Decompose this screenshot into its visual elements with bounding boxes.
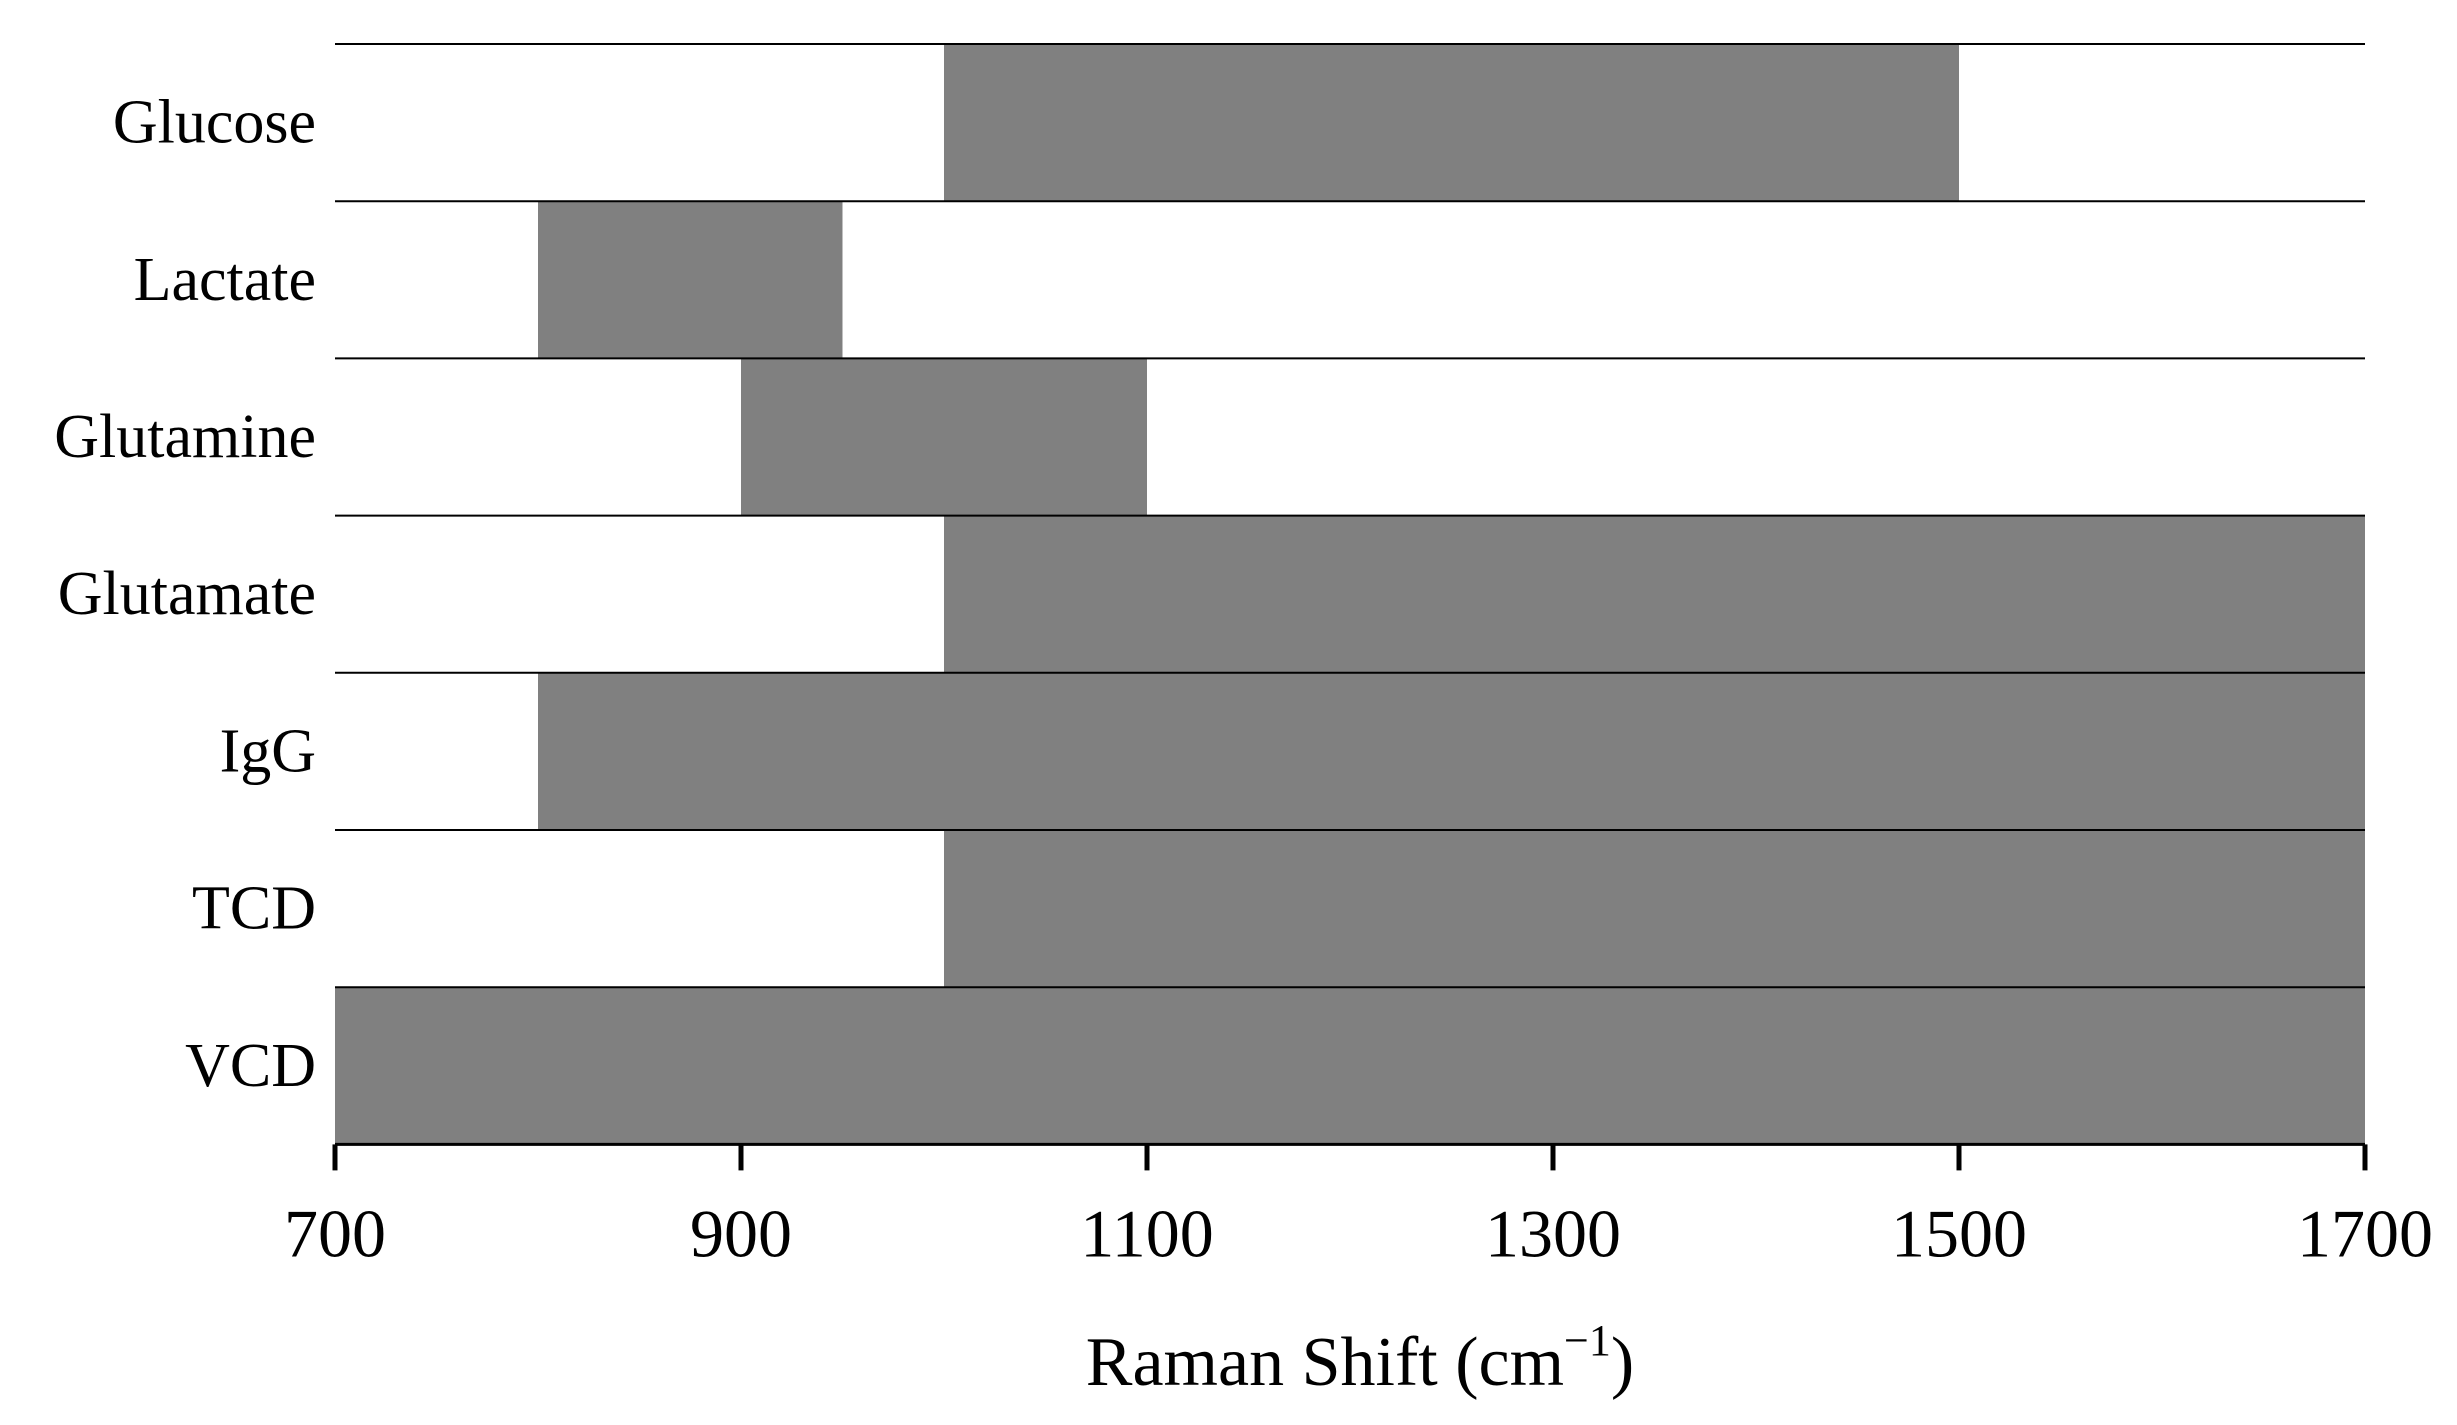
range-bar-glutamine — [741, 358, 1147, 516]
x-tick-label: 1500 — [1891, 1195, 2027, 1271]
range-bar-vcd — [335, 987, 2365, 1145]
x-axis: 700 900 1100 1300 1500 1700 — [284, 1144, 2433, 1271]
range-bar-glutamate — [944, 515, 2365, 673]
x-tick-label: 1700 — [2297, 1195, 2433, 1271]
category-label-vcd: VCD — [185, 1032, 316, 1100]
range-bar-igg — [538, 672, 2365, 830]
row-separator-layer — [335, 43, 2365, 1146]
category-label-lactate: Lactate — [134, 246, 316, 314]
range-bar-glucose — [944, 44, 1959, 202]
category-label-igg: IgG — [220, 717, 316, 785]
category-label-glutamine: Glutamine — [54, 403, 316, 471]
x-tick-label: 1100 — [1080, 1195, 1213, 1271]
range-bar-tcd — [944, 830, 2365, 988]
x-axis-title-close: ) — [1611, 1324, 1634, 1401]
x-axis-title-main: Raman Shift (cm — [1086, 1324, 1564, 1401]
category-label-glucose: Glucose — [113, 89, 316, 157]
x-axis-title: Raman Shift (cm−1) — [1086, 1316, 1634, 1401]
range-bar-lactate — [538, 201, 843, 359]
category-label-layer: Glucose Lactate Glutamine Glutamate IgG TCD VC… — [54, 89, 316, 1100]
x-axis-title-superscript: −1 — [1564, 1316, 1611, 1365]
category-label-tcd: TCD — [192, 875, 316, 943]
x-tick-label: 1300 — [1485, 1195, 1621, 1271]
category-label-glutamate: Glutamate — [58, 560, 316, 628]
bar-layer — [335, 44, 2365, 1145]
x-tick-label: 900 — [690, 1195, 792, 1271]
x-tick-label: 700 — [284, 1195, 386, 1271]
